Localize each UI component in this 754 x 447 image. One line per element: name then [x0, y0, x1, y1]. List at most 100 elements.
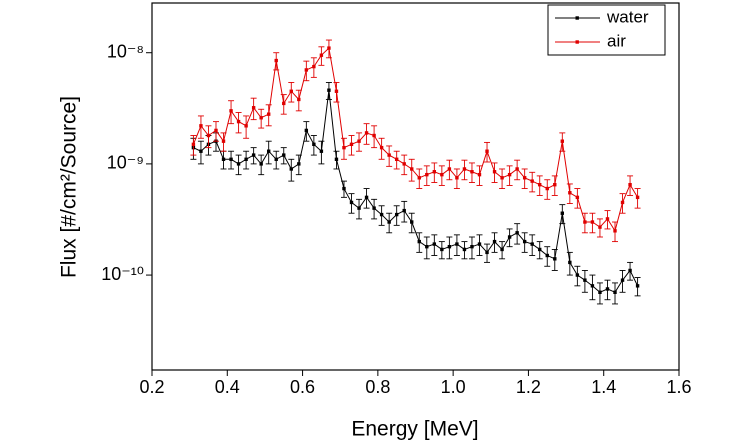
- point: [289, 167, 293, 171]
- point: [364, 195, 369, 200]
- point: [583, 278, 587, 282]
- point: [259, 116, 263, 120]
- y-tick-label: 10⁻⁹: [107, 153, 144, 173]
- point: [455, 176, 459, 180]
- point: [199, 124, 203, 128]
- point: [470, 170, 474, 174]
- x-tick-label: 0.4: [215, 377, 240, 397]
- point: [628, 182, 632, 187]
- point: [214, 128, 218, 133]
- point: [492, 170, 497, 174]
- point: [282, 153, 286, 157]
- point: [620, 278, 625, 282]
- point: [620, 200, 625, 205]
- point: [485, 250, 489, 255]
- point: [402, 208, 406, 213]
- point: [500, 247, 504, 252]
- point: [349, 200, 354, 205]
- point: [387, 153, 391, 157]
- point: [522, 239, 527, 244]
- y-axis-title: Flux [#/cm²/Source]: [58, 96, 81, 278]
- point: [635, 195, 640, 200]
- point: [372, 133, 376, 138]
- point: [372, 206, 376, 210]
- point: [297, 162, 301, 166]
- point: [394, 157, 399, 161]
- point: [553, 182, 557, 187]
- point: [327, 88, 331, 92]
- point: [440, 172, 444, 177]
- point: [522, 176, 527, 180]
- point: [507, 172, 512, 177]
- point: [266, 149, 271, 153]
- point: [244, 157, 248, 161]
- point: [425, 172, 429, 177]
- point: [477, 242, 482, 246]
- x-tick-label: 1.6: [666, 377, 691, 397]
- point: [342, 145, 346, 150]
- point: [251, 106, 256, 110]
- point: [530, 179, 534, 183]
- point: [613, 229, 617, 233]
- point: [364, 131, 369, 135]
- legend-label: water: [606, 7, 649, 26]
- series-line: [193, 90, 639, 293]
- point: [342, 186, 346, 191]
- point: [545, 186, 549, 191]
- point: [530, 242, 534, 246]
- point: [334, 157, 339, 161]
- point: [304, 128, 309, 133]
- point: [568, 260, 572, 265]
- point: [191, 142, 196, 147]
- point: [500, 176, 504, 180]
- point: [538, 247, 542, 252]
- point: [590, 284, 595, 288]
- point: [538, 182, 542, 187]
- x-tick-label: 1.0: [441, 377, 466, 397]
- point: [221, 139, 226, 143]
- point: [598, 225, 602, 229]
- point: [357, 206, 361, 210]
- point: [590, 220, 595, 224]
- point: [274, 58, 278, 63]
- x-tick-label: 1.4: [591, 377, 616, 397]
- point: [605, 287, 610, 291]
- point: [560, 211, 565, 215]
- point: [206, 133, 211, 138]
- y-tick-label: 10⁻¹⁰: [101, 264, 144, 284]
- point: [455, 242, 459, 246]
- point: [492, 239, 497, 244]
- point: [410, 167, 414, 171]
- point: [199, 149, 203, 153]
- point: [312, 64, 316, 69]
- point: [244, 124, 248, 128]
- point: [447, 244, 452, 249]
- point: [575, 273, 580, 277]
- point: [477, 172, 482, 177]
- x-tick-label: 0.6: [290, 377, 315, 397]
- point: [229, 157, 233, 161]
- point: [485, 149, 489, 153]
- point: [575, 195, 580, 200]
- point: [447, 167, 452, 171]
- x-tick-label: 1.2: [516, 377, 541, 397]
- point: [266, 112, 271, 116]
- plot-frame: [151, 2, 680, 371]
- point: [507, 235, 512, 239]
- point: [462, 247, 467, 252]
- point: [289, 89, 293, 93]
- point: [379, 212, 384, 217]
- point: [432, 242, 437, 246]
- point: [545, 253, 549, 258]
- point: [613, 290, 617, 294]
- legend-marker: [575, 40, 579, 44]
- point: [319, 149, 324, 153]
- point: [312, 142, 316, 147]
- point: [319, 53, 324, 57]
- point: [304, 68, 309, 72]
- point: [259, 162, 263, 166]
- point: [432, 170, 437, 174]
- x-axis-title: Energy [MeV]: [351, 418, 478, 441]
- point: [229, 109, 233, 113]
- point: [417, 176, 421, 180]
